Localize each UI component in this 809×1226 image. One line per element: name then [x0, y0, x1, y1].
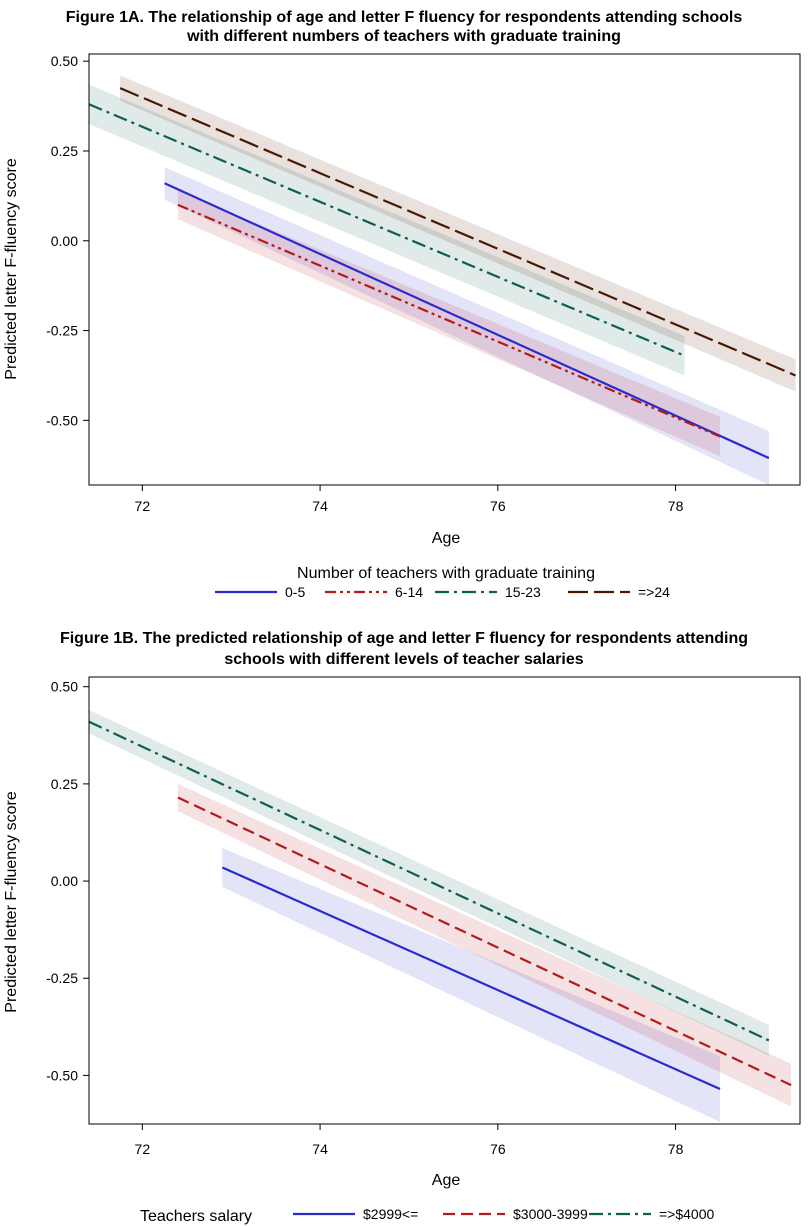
chart-1b-x-tick-label-0: 72 — [135, 1141, 151, 1157]
chart-1a-legend: Number of teachers with graduate trainin… — [215, 565, 670, 600]
chart-1b-title-line2: schools with different levels of teacher… — [224, 651, 583, 668]
chart-1b-legend-entries: $2999<= $3000-3999 =>$4000 — [293, 1206, 714, 1222]
chart-1b-y-tick-label-0: 0.50 — [51, 679, 78, 695]
chart-1a-x-axis-label: Age — [432, 530, 461, 547]
chart-1a-legend-label-1: 6-14 — [395, 584, 423, 600]
chart-1a-x-axis: 72 74 76 78 — [135, 485, 684, 514]
chart-1b-title-line1: Figure 1B. The predicted relationship of… — [60, 630, 748, 647]
chart-1b-plot-area — [88, 710, 792, 1123]
chart-1b-series-line-1 — [177, 796, 792, 1087]
chart-1a-y-tick-label-1: 0.25 — [51, 143, 78, 159]
chart-1b-frame — [88, 676, 801, 1125]
chart-1a: Figure 1A. The relationship of age and l… — [3, 9, 801, 600]
chart-1a-series-line-3 — [119, 87, 796, 377]
chart-1a-series-line-1 — [177, 203, 721, 438]
chart-1b-band-1 — [177, 783, 792, 1107]
chart-1b-band-2 — [89, 710, 769, 1056]
chart-1a-x-tick-label-0: 72 — [135, 498, 151, 514]
chart-1a-y-tick-label-2: 0.00 — [51, 233, 78, 249]
chart-1a-band-1 — [177, 190, 721, 457]
chart-1b-x-tick-label-3: 78 — [668, 1141, 684, 1157]
chart-1b-x-tick-label-2: 76 — [490, 1141, 506, 1157]
chart-1b-series-line-2 — [88, 720, 770, 1042]
chart-1a-y-tick-label-3: -0.25 — [46, 323, 78, 339]
chart-1a-band-0 — [164, 167, 769, 485]
chart-1b-y-tick-label-2: 0.00 — [51, 873, 78, 889]
chart-1a-title-line2: with different numbers of teachers with … — [186, 28, 621, 45]
chart-1b-x-tick-label-1: 74 — [312, 1141, 328, 1157]
chart-1b-legend-title: Teachers salary — [140, 1208, 252, 1225]
chart-1a-series-line-0 — [164, 182, 770, 460]
chart-1b-legend-label-2: =>$4000 — [659, 1206, 714, 1222]
chart-1a-plot-area — [88, 75, 796, 485]
chart-1a-band-3 — [120, 75, 796, 392]
chart-1a-y-tick-label-4: -0.50 — [46, 412, 78, 428]
chart-1b-y-tick-label-1: 0.25 — [51, 776, 78, 792]
chart-1b-x-axis-label: Age — [432, 1172, 461, 1189]
chart-1b: Figure 1B. The predicted relationship of… — [3, 630, 801, 1225]
chart-1a-legend-label-0: 0-5 — [285, 584, 305, 600]
chart-1b-band-0 — [222, 848, 721, 1123]
chart-1b-series-line-0 — [221, 866, 721, 1091]
chart-1b-legend-label-0: $2999<= — [363, 1206, 418, 1222]
chart-1a-frame — [88, 53, 801, 486]
chart-1a-legend-entries: 0-5 6-14 15-23 =>24 — [215, 584, 670, 600]
chart-1b-legend: Teachers salary $2999<= $3000-3999 =>$4000 — [140, 1206, 714, 1225]
chart-1a-title-line1: Figure 1A. The relationship of age and l… — [66, 9, 743, 26]
chart-1b-x-axis: 72 74 76 78 — [135, 1124, 684, 1157]
chart-1a-legend-label-3: =>24 — [638, 584, 670, 600]
chart-1a-y-tick-label-0: 0.50 — [51, 53, 78, 69]
chart-1b-y-tick-label-3: -0.25 — [46, 970, 78, 986]
chart-1a-band-2 — [89, 84, 685, 376]
chart-1a-y-axis: 0.50 0.25 0.00 -0.25 -0.50 — [46, 53, 89, 428]
chart-1a-x-tick-label-2: 76 — [490, 498, 506, 514]
chart-1b-legend-label-1: $3000-3999 — [513, 1206, 588, 1222]
chart-1a-legend-title: Number of teachers with graduate trainin… — [297, 565, 595, 582]
chart-1b-y-tick-label-4: -0.50 — [46, 1067, 78, 1083]
chart-1a-legend-label-2: 15-23 — [505, 584, 541, 600]
chart-1b-y-axis-label: Predicted letter F-fluency score — [3, 791, 20, 1013]
chart-1a-x-tick-label-3: 78 — [668, 498, 684, 514]
chart-1b-y-axis: 0.50 0.25 0.00 -0.25 -0.50 — [46, 679, 89, 1083]
chart-1a-y-axis-label: Predicted letter F-fluency score — [3, 158, 20, 380]
chart-1a-x-tick-label-1: 74 — [312, 498, 328, 514]
